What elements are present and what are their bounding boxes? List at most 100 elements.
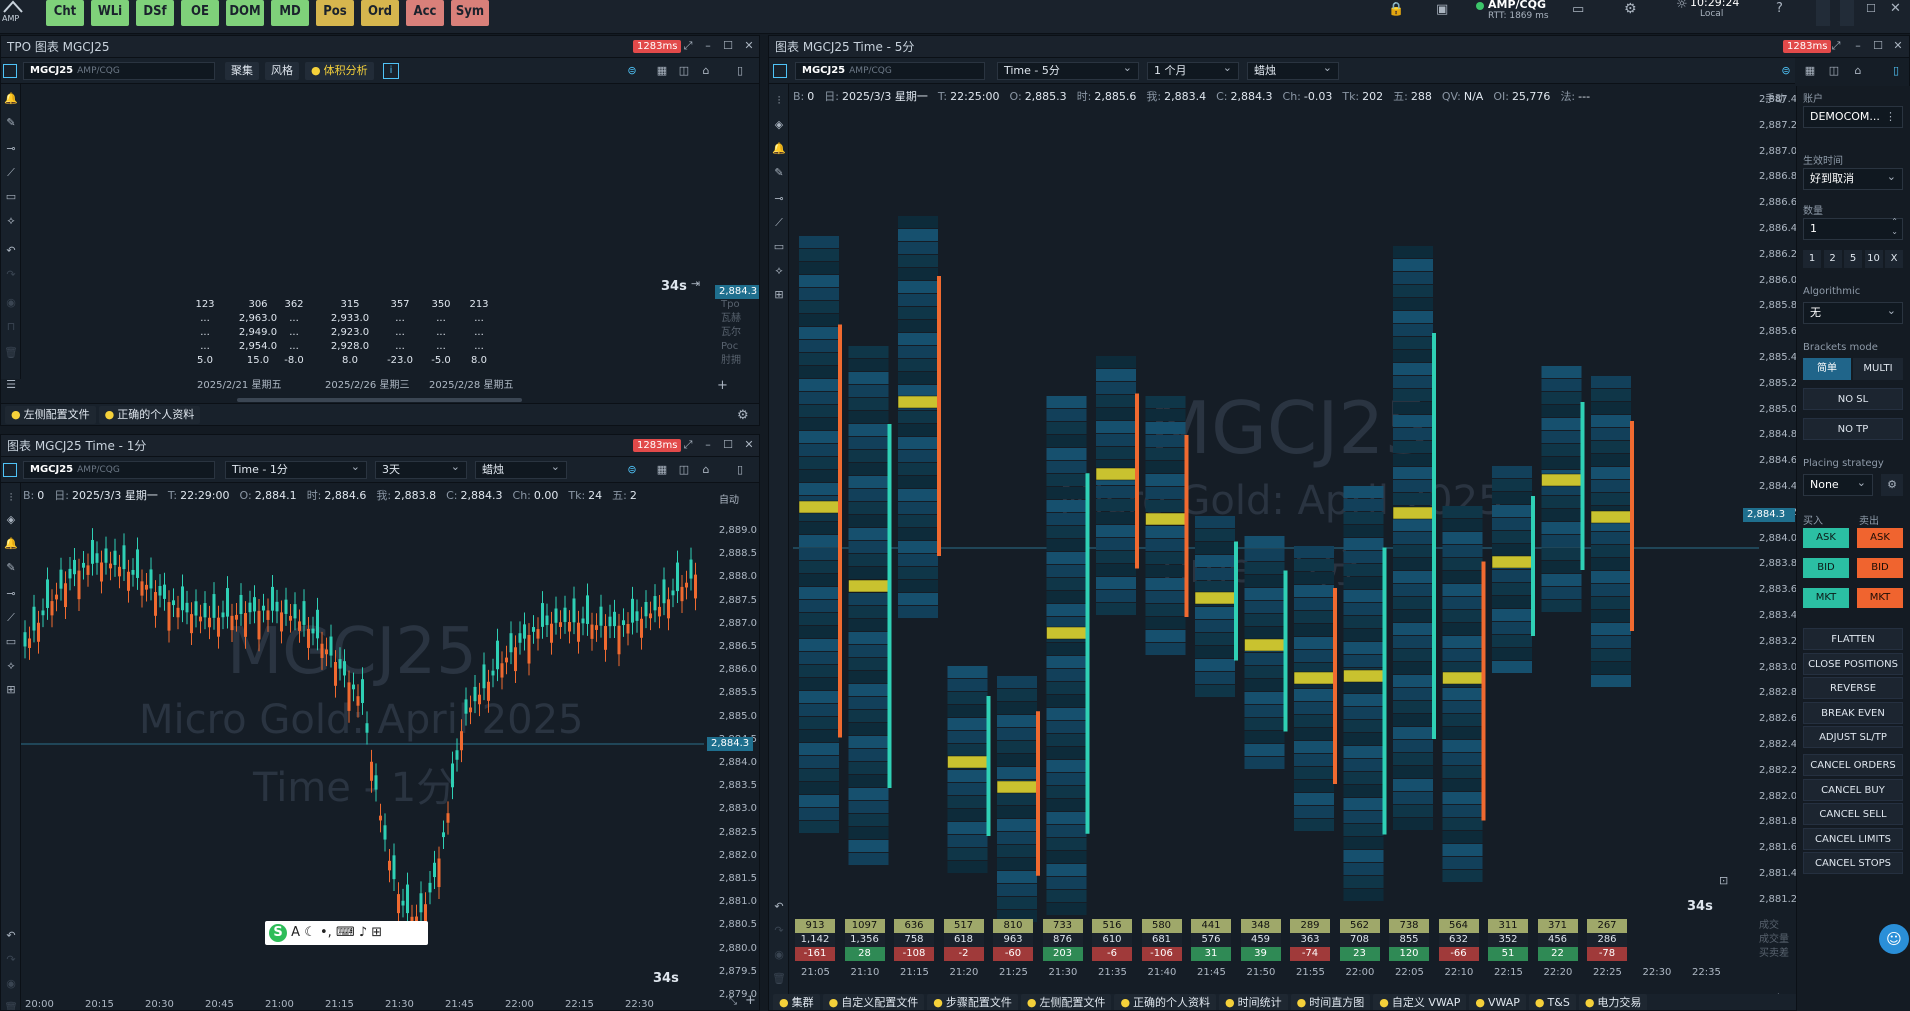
action-cancel-buybutton[interactable]: CANCEL BUY [1803,778,1903,801]
calculator-icon[interactable]: ▦ [656,64,668,77]
tif-select[interactable]: 好到取消 ⌄ [1803,168,1903,190]
footer-tab[interactable]: ● 时间统计 [1219,994,1288,1010]
expand-icon[interactable]: ⤢ [1831,39,1841,52]
qty-preset-button[interactable]: 10 [1864,250,1883,268]
redo-icon[interactable]: ↷ [6,268,16,281]
axis-mode-label[interactable]: 自动 [719,495,739,506]
footer-tab[interactable]: ● T&S [1528,994,1576,1010]
redo-icon[interactable]: ↷ [6,953,16,966]
pencil-icon[interactable]: ✎ [6,116,16,129]
punctuation-icon[interactable]: •, [319,925,332,940]
undo-icon[interactable]: ↶ [774,900,784,913]
chart-tool-icon[interactable]: ⊡ [1719,874,1729,887]
expand-icon[interactable]: ⤢ [683,39,693,52]
action-cancel-sellbutton[interactable]: CANCEL SELL [1803,803,1903,825]
tpo-symbol-field[interactable]: MGCJ25 AMP/CQG [23,62,215,80]
bell-icon[interactable]: 🔔 [4,537,18,550]
footer-tab[interactable]: ● 自定义 VWAP [1373,994,1467,1010]
moon-icon[interactable]: ☾ [304,925,316,940]
zoom-icon[interactable]: ⤡ [729,996,737,1007]
camera-icon[interactable]: ⌂ [1854,64,1862,77]
horizontal-line-icon[interactable]: ⊸ [6,142,16,155]
toolbar-button-pos[interactable]: Pos [316,0,354,26]
calculator-icon[interactable]: ▦ [656,463,668,476]
sell-bid-button[interactable]: BID [1857,558,1903,578]
support-chat-icon[interactable]: ☺ [1879,924,1909,954]
placing-select[interactable]: None ⌄ [1803,474,1873,496]
pencil-icon[interactable]: ✎ [774,166,784,179]
horizontal-line-icon[interactable]: ⊸ [774,192,784,205]
calculator-icon[interactable]: ▦ [1804,64,1816,77]
buy-ask-button[interactable]: ASK [1803,528,1849,548]
indicator-icon[interactable]: ⫶ [9,491,13,504]
chart5-symbol-field[interactable]: MGCJ25 AMP/CQG [795,62,985,80]
list-icon[interactable]: ☰ [6,378,16,391]
footer-tab[interactable]: ● 自定义配置文件 [822,994,925,1010]
qty-preset-button[interactable]: 1 [1803,250,1821,268]
interval-select[interactable]: Time - 5分 [997,60,1139,80]
footer-tab[interactable]: ● 集群 [773,994,820,1010]
bracket-multi-button[interactable]: MULTI [1853,358,1903,380]
action-cancel-ordersbutton[interactable]: CANCEL ORDERS [1803,754,1903,776]
sidebar-toggle-icon[interactable] [3,463,17,477]
no-sl-button[interactable]: NO SL [1803,388,1903,410]
minimize-icon[interactable] [1840,0,1854,26]
range-select[interactable]: 3天 [375,459,467,479]
footer-tab[interactable]: ● VWAP [1469,994,1526,1010]
trendline-icon[interactable]: ⟋ [7,166,15,179]
chart-style-select[interactable]: 蜡烛 [1247,60,1339,80]
volume-analysis-button[interactable]: ● 体积分析 [305,62,374,80]
minimize-icon[interactable]: – [705,39,711,52]
undo-icon[interactable]: ↶ [6,244,16,257]
trendline-icon[interactable]: ⟋ [7,611,15,624]
qty-preset-button[interactable]: 2 [1823,250,1842,268]
ime-mode[interactable]: A [291,925,301,940]
toolbar-button-acc[interactable]: Acc [406,0,444,26]
undo-icon[interactable]: ↶ [6,929,16,942]
toolbar-button-cht[interactable]: Cht [46,0,84,26]
panel-toggle-icon[interactable]: ▯ [736,463,744,476]
camera-icon[interactable]: ⌂ [702,64,710,77]
placing-settings-gear-icon[interactable]: ⚙ [1881,474,1903,496]
qty-preset-button[interactable]: 5 [1844,250,1862,268]
style-button[interactable]: 风格 [265,62,299,80]
action-flattenbutton[interactable]: FLATTEN [1803,628,1903,650]
rectangle-icon[interactable]: ▭ [5,190,17,203]
trash-icon[interactable]: 🗑 [4,1001,18,1011]
toolbar-button-ord[interactable]: Ord [361,0,399,26]
toolbar-button-wli[interactable]: WLi [91,0,129,26]
qty-preset-button[interactable]: X [1885,250,1903,268]
close-icon[interactable]: ✕ [1893,39,1903,52]
footer-tab[interactable]: ● 电力交易 [1578,994,1648,1010]
rectangle-icon[interactable]: ▭ [773,240,785,253]
magnet-icon[interactable]: ⊓ [6,320,16,333]
add-icon[interactable]: + [717,378,728,393]
layers-icon[interactable]: ◈ [774,118,784,131]
interval-select[interactable]: Time - 1分 [225,459,367,479]
footer-tab[interactable]: ● 左侧配置文件 [1020,994,1112,1010]
toolbar-button-md[interactable]: MD [271,0,309,26]
expand-icon[interactable]: ⤢ [683,438,693,451]
info-icon[interactable]: i [383,63,399,79]
settings-gear-icon[interactable]: ⚙ [737,408,749,423]
action-reversebutton[interactable]: REVERSE [1803,677,1903,699]
bracket-simple-button[interactable]: 简单 [1803,358,1851,380]
toolbar-button-dom[interactable]: DOM [226,0,264,26]
close-icon[interactable]: ✕ [744,39,754,52]
ime-logo-icon[interactable]: S [269,924,287,942]
indicator-icon[interactable]: ⫶ [777,94,781,107]
mouse-icon[interactable]: ◫ [678,64,690,77]
eye-icon[interactable]: ◉ [774,948,784,961]
chart5-footprint[interactable] [793,106,1759,956]
close-icon[interactable]: ✕ [744,438,754,451]
app-menu-icon[interactable] [1816,0,1830,26]
maximize-icon[interactable]: ☐ [723,39,733,52]
algo-select[interactable]: 无 ⌄ [1803,302,1903,324]
sidebar-toggle-icon[interactable] [773,64,787,78]
buy-market-button[interactable]: MKT [1803,588,1849,608]
action-close-positionsbutton[interactable]: CLOSE POSITIONS [1803,652,1903,675]
add-icon[interactable]: + [745,993,756,1008]
mouse-icon[interactable]: ◫ [678,463,690,476]
chart1-symbol-field[interactable]: MGCJ25 AMP/CQG [23,461,215,479]
layout-icon[interactable]: ▣ [1436,2,1449,17]
